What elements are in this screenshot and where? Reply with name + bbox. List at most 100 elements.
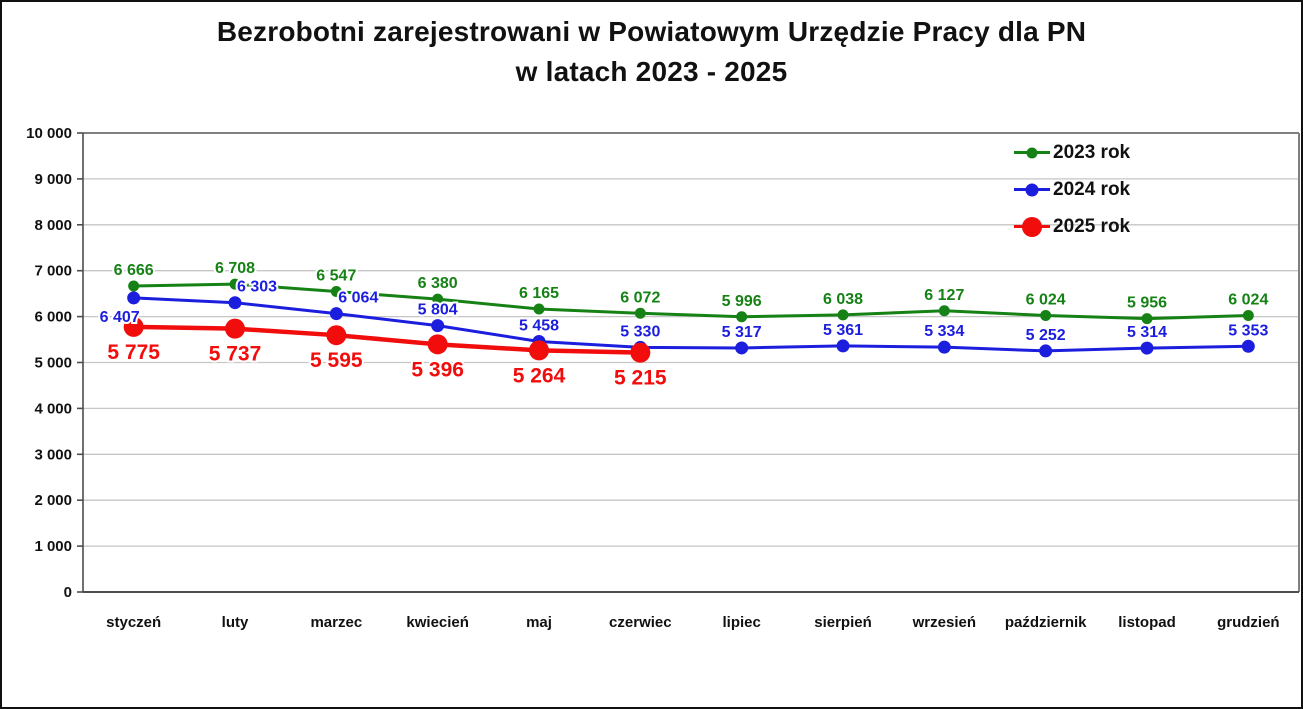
data-point-marker: [937, 340, 951, 354]
data-label: 5 317: [722, 324, 762, 341]
legend-item-2024: 2024 rok: [1014, 171, 1130, 208]
y-axis-tick-label: 5 000: [34, 355, 72, 372]
data-label: 5 361: [823, 322, 863, 339]
data-label: 5 737: [209, 343, 262, 366]
data-label: 5 334: [924, 323, 964, 340]
data-label: 5 252: [1026, 327, 1066, 344]
data-point-marker: [533, 303, 545, 315]
y-axis-tick-label: 2 000: [34, 492, 72, 509]
data-point-marker: [329, 307, 343, 321]
legend-marker-2024-icon: [1014, 181, 1050, 198]
legend-label-2023: 2023 rok: [1053, 141, 1131, 163]
data-point-marker: [326, 325, 347, 346]
data-point-marker: [837, 309, 849, 321]
y-axis-tick-label: 8 000: [34, 217, 72, 234]
data-label: 5 595: [310, 349, 363, 372]
data-point-marker: [938, 305, 950, 317]
data-label: 6 547: [316, 267, 356, 284]
legend-label-2024: 2024 rok: [1053, 178, 1131, 200]
data-label: 5 353: [1228, 322, 1268, 339]
data-label: 5 330: [620, 323, 660, 340]
data-label: 5 458: [519, 317, 559, 334]
data-label: 6 038: [823, 291, 863, 308]
data-labels-2025-rok: 5 775 5 737 5 595 5 396 5 264 5 215: [105, 339, 669, 392]
x-axis-category-label: styczeń: [106, 614, 161, 631]
data-point-marker: [529, 340, 549, 361]
x-axis-category-label: sierpień: [814, 614, 872, 631]
data-label: 5 775: [107, 341, 160, 364]
y-axis-tick-label: 1 000: [34, 538, 72, 555]
x-axis-category-label: kwiecień: [406, 614, 469, 631]
data-label: 6 666: [114, 262, 154, 279]
data-label: 5 264: [513, 364, 566, 387]
y-axis: 0 1 000 2 000 3 000 4 000 5 000 6 000 7 000 8 00…: [26, 125, 83, 601]
data-label: 6 072: [620, 289, 660, 306]
data-point-marker: [123, 316, 144, 337]
chart-title: Bezrobotni zarejestrowani w Powiatowym U…: [2, 12, 1301, 92]
x-axis: styczeń luty marzec kwiecień maj czerwiec lipi…: [106, 614, 1279, 631]
data-point-marker: [736, 311, 748, 323]
series-2025-rok: [123, 316, 651, 363]
legend-marker-2025-icon: [1014, 216, 1050, 237]
legend-label-2025: 2025 rok: [1053, 215, 1131, 237]
data-label: 6 024: [1026, 291, 1066, 308]
data-label: 5 314: [1127, 324, 1167, 341]
data-point-marker: [128, 280, 140, 292]
data-labels-2024-rok: 6 407 6 303 6 064 5 804 5 458 5 330 5 317 5 361…: [98, 277, 1271, 346]
data-label: 6 407: [100, 309, 140, 326]
chart-title-line-1: Bezrobotni zarejestrowani w Powiatowym U…: [216, 16, 1087, 47]
y-axis-tick-label: 9 000: [34, 171, 72, 188]
data-point-marker: [1040, 309, 1052, 321]
data-labels-2023-rok: 6 666 6 708 6 547 6 380 6 165 6 072 5 996 6 038…: [112, 258, 1271, 314]
x-axis-category-label: maj: [526, 614, 552, 631]
y-axis-tick-label: 6 000: [34, 309, 72, 326]
series-2023-rok: [128, 278, 1254, 325]
x-axis-category-label: marzec: [310, 614, 362, 631]
legend-item-2023: 2023 rok: [1014, 134, 1130, 171]
data-point-marker: [735, 341, 749, 355]
data-label: 6 380: [418, 275, 458, 292]
data-label: 6 024: [1228, 291, 1268, 308]
data-point-marker: [836, 339, 850, 353]
y-axis-tick-label: 3 000: [34, 446, 72, 463]
data-point-marker: [432, 293, 444, 305]
x-axis-category-label: czerwiec: [609, 614, 672, 631]
data-point-marker: [634, 307, 646, 319]
y-axis-tick-label: 10 000: [26, 125, 72, 142]
data-label: 5 804: [418, 302, 458, 319]
x-axis-category-label: grudzień: [1217, 614, 1280, 631]
data-label: 6 127: [924, 287, 964, 304]
data-point-marker: [225, 318, 245, 339]
x-axis-category-label: październik: [1005, 614, 1087, 631]
data-label: 6 064: [338, 290, 378, 307]
data-point-marker: [427, 334, 448, 355]
plot-frame: [82, 132, 1300, 593]
y-axis-tick-label: 0: [64, 584, 72, 601]
data-label: 6 303: [237, 279, 277, 296]
data-point-marker: [1242, 309, 1254, 321]
data-label: 5 215: [614, 367, 667, 390]
chart-title-line-2: w latach 2023 - 2025: [515, 56, 788, 87]
data-label: 6 708: [215, 260, 255, 277]
data-point-marker: [1039, 344, 1053, 358]
data-point-marker: [330, 285, 342, 297]
legend: 2023 rok 2024 rok 2025 rok: [1014, 134, 1130, 245]
x-axis-category-label: listopad: [1118, 614, 1176, 631]
data-label: 5 996: [722, 293, 762, 310]
y-gridlines: [83, 178, 1299, 547]
data-point-marker: [1140, 341, 1154, 355]
data-point-marker: [431, 319, 445, 333]
data-label: 5 396: [411, 358, 464, 381]
data-point-marker: [127, 291, 141, 305]
legend-marker-2023-icon: [1014, 144, 1050, 161]
data-point-marker: [1141, 313, 1153, 325]
data-point-marker: [630, 342, 651, 363]
x-axis-category-label: lipiec: [722, 614, 760, 631]
x-axis-category-label: wrzesień: [912, 614, 976, 631]
data-point-marker: [229, 278, 241, 290]
data-point-marker: [228, 296, 242, 310]
data-point-marker: [1241, 339, 1255, 353]
data-label: 6 165: [519, 285, 559, 302]
